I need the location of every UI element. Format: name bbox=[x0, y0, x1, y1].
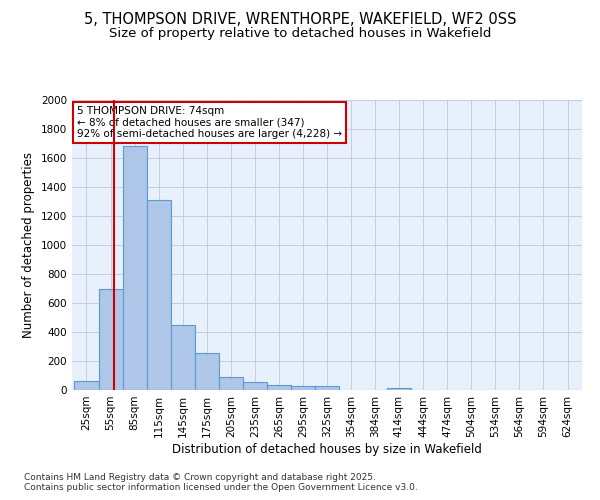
Text: 5 THOMPSON DRIVE: 74sqm
← 8% of detached houses are smaller (347)
92% of semi-de: 5 THOMPSON DRIVE: 74sqm ← 8% of detached… bbox=[77, 106, 342, 139]
Bar bbox=[219, 377, 243, 390]
Bar bbox=[291, 386, 316, 390]
Text: 5, THOMPSON DRIVE, WRENTHORPE, WAKEFIELD, WF2 0SS: 5, THOMPSON DRIVE, WRENTHORPE, WAKEFIELD… bbox=[84, 12, 516, 28]
Bar bbox=[98, 288, 122, 390]
Bar bbox=[74, 380, 98, 390]
Bar bbox=[243, 382, 267, 390]
Bar bbox=[146, 200, 171, 390]
X-axis label: Distribution of detached houses by size in Wakefield: Distribution of detached houses by size … bbox=[172, 442, 482, 456]
Text: Size of property relative to detached houses in Wakefield: Size of property relative to detached ho… bbox=[109, 28, 491, 40]
Bar bbox=[171, 325, 195, 390]
Bar bbox=[195, 353, 219, 390]
Bar bbox=[267, 385, 291, 390]
Bar bbox=[316, 386, 340, 390]
Bar bbox=[122, 146, 146, 390]
Bar bbox=[387, 388, 411, 390]
Text: Contains HM Land Registry data © Crown copyright and database right 2025.
Contai: Contains HM Land Registry data © Crown c… bbox=[24, 473, 418, 492]
Y-axis label: Number of detached properties: Number of detached properties bbox=[22, 152, 35, 338]
